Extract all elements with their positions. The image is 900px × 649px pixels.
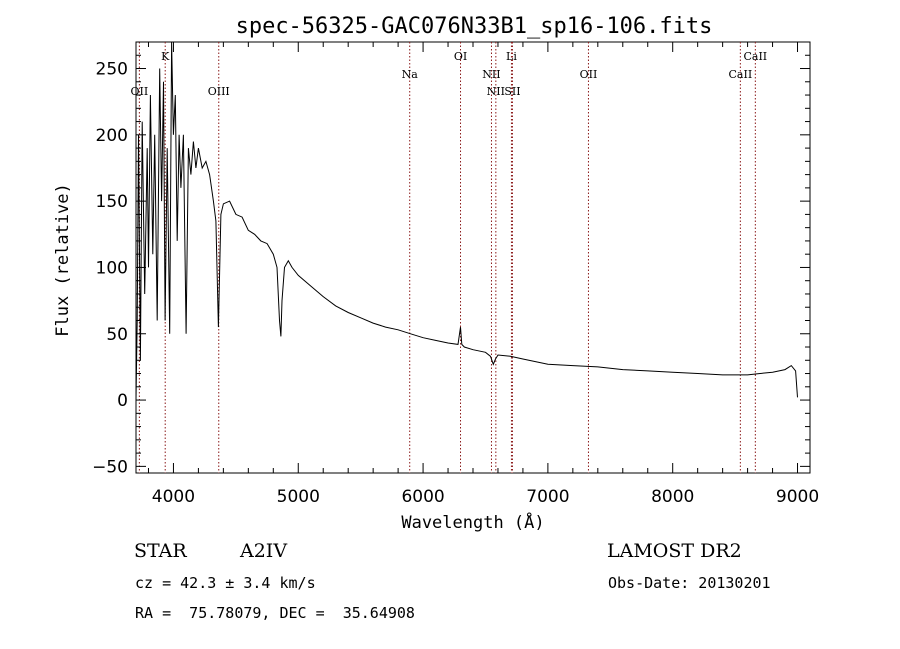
x-tick-label: 8000	[651, 487, 694, 507]
emission-line-label: OI	[454, 50, 467, 63]
emission-line-label: CaII	[729, 68, 753, 81]
emission-line-label: OII	[131, 85, 149, 98]
y-tick-label: 0	[117, 391, 128, 411]
spectrum-series-line	[135, 41, 798, 401]
object-type: STAR	[134, 540, 187, 562]
x-tick-label: 5000	[277, 487, 320, 507]
plot-frame	[135, 41, 811, 474]
emission-line-label: OIII	[208, 85, 230, 98]
survey-name: LAMOST DR2	[607, 540, 742, 562]
y-tick-label: 200	[96, 126, 128, 146]
ra-dec-coordinates: RA = 75.78079, DEC = 35.64908	[135, 604, 415, 622]
emission-lines: OII K OIII Na OI NII NII Li SII OII CaII CaII	[131, 42, 767, 473]
emission-line-label: SII	[504, 85, 520, 98]
y-tick-label: 150	[96, 192, 128, 212]
emission-line-label: NII	[482, 68, 500, 81]
emission-line-label: NII	[487, 85, 505, 98]
observation-date: Obs-Date: 20130201	[608, 574, 771, 592]
y-tick-label: −50	[92, 457, 128, 477]
chart-title: spec-56325-GAC076N33B1_sp16-106.fits	[236, 14, 713, 39]
redshift-cz: cz = 42.3 ± 3.4 km/s	[135, 574, 316, 592]
emission-line-label: CaII	[743, 50, 767, 63]
emission-line-label: OII	[580, 68, 598, 81]
emission-line-label: Na	[402, 68, 419, 81]
emission-line-label: Li	[506, 50, 517, 63]
x-axis-label: Wavelength (Å)	[401, 511, 544, 533]
spectral-subclass: A2IV	[240, 540, 288, 562]
x-tick-label: 9000	[776, 487, 819, 507]
y-tick-label: 100	[96, 258, 128, 278]
x-tick-label: 6000	[401, 487, 444, 507]
y-tick-label: 250	[96, 60, 128, 80]
x-tick-label: 4000	[152, 487, 195, 507]
x-axis-ticks: 4000 5000 6000 7000 8000 9000	[147, 42, 819, 507]
y-axis-ticks: −50 0 50 100 150 200 250	[92, 41, 810, 477]
y-tick-label: 50	[106, 325, 128, 345]
y-axis-label: Flux (relative)	[53, 183, 73, 337]
emission-line-label: K	[161, 50, 170, 63]
x-tick-label: 7000	[526, 487, 569, 507]
